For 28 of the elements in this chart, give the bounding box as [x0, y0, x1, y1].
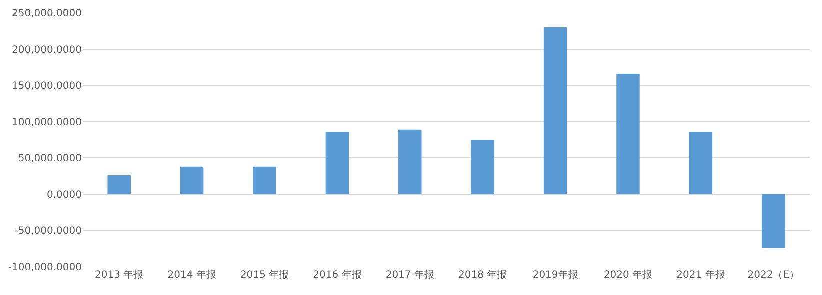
y-tick-label: 250,000.0000 — [12, 8, 82, 20]
x-tick-label: 2017 年报 — [386, 269, 434, 281]
x-tick-label: 2021 年报 — [676, 269, 726, 281]
y-tick-label: 50,000.0000 — [18, 154, 82, 165]
x-tick-label: 2019年报 — [532, 269, 578, 281]
bar — [762, 194, 786, 248]
y-tick-label: -100,000.0000 — [8, 262, 82, 274]
x-tick-label: 2022（E） — [748, 270, 800, 281]
bar — [253, 166, 276, 194]
bar — [616, 74, 640, 194]
bar — [326, 132, 350, 194]
bar — [471, 140, 494, 194]
bar — [180, 166, 204, 194]
x-tick-label: 2018 年报 — [458, 269, 508, 281]
x-tick-label: 2013 年报 — [95, 269, 144, 281]
bar — [108, 176, 131, 194]
bar — [398, 130, 422, 194]
x-tick-label: 2016 年报 — [313, 269, 362, 281]
y-tick-label: 0.0000 — [47, 190, 82, 201]
bar — [689, 132, 713, 194]
x-tick-label: 2014 年报 — [168, 269, 216, 281]
bar — [544, 28, 568, 194]
x-tick-label: 2020 年报 — [604, 269, 653, 281]
y-tick-label: 150,000.0000 — [12, 81, 82, 92]
y-tick-label: 200,000.0000 — [12, 44, 82, 56]
y-tick-label: -50,000.0000 — [14, 226, 82, 238]
y-tick-label: 100,000.0000 — [12, 117, 82, 128]
x-tick-label: 2015 年报 — [240, 269, 290, 281]
